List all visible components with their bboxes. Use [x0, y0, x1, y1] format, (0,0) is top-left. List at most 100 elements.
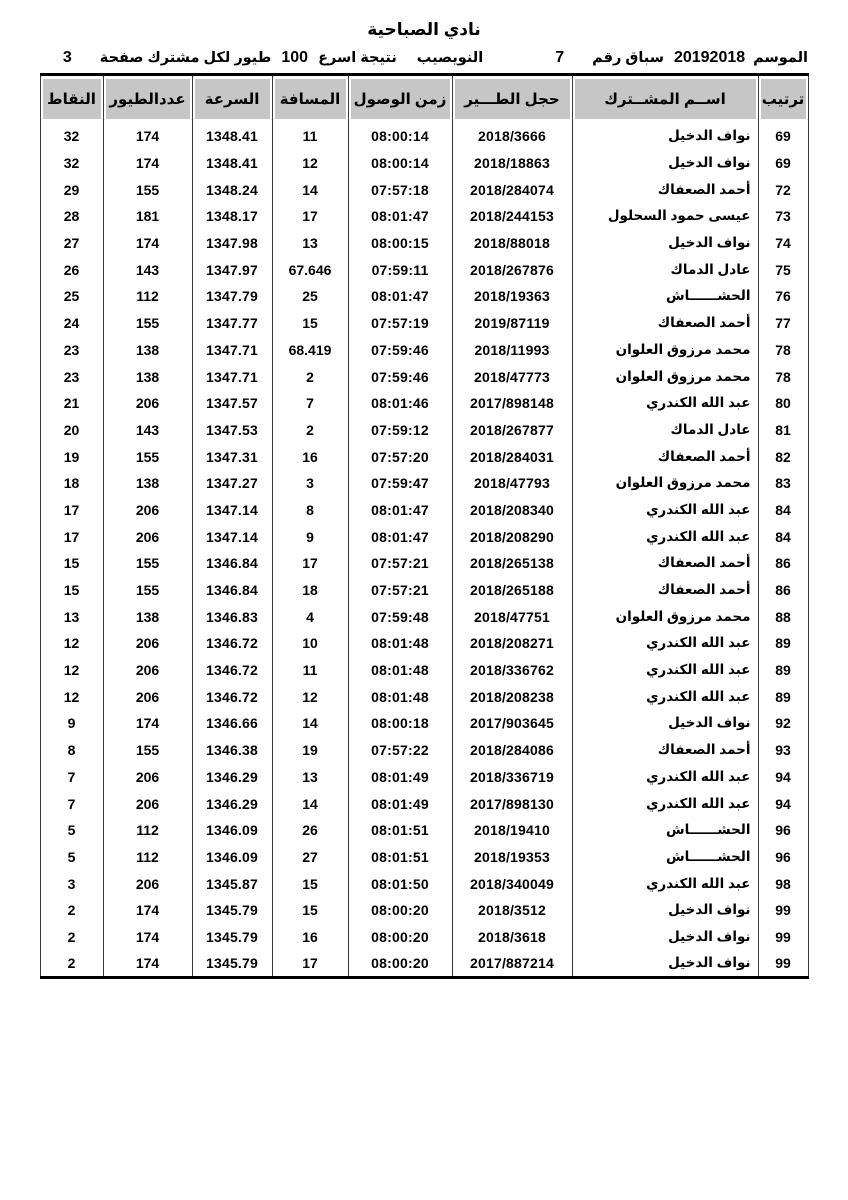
cell-ring: 2018/19410: [451, 816, 573, 844]
cell-points: 25: [39, 283, 104, 310]
cell-points: 23: [39, 336, 104, 364]
cell-participant: محمد مرزوق العلوان: [571, 336, 759, 364]
cell-distance: 19: [271, 736, 349, 764]
cell-distance: 27: [271, 843, 349, 871]
cell-bird-count: 206: [102, 630, 193, 657]
cell-points: 17: [39, 496, 104, 524]
table-row: 76 الحشــــــاش 2018/19363 08:01:47 25 1…: [39, 283, 809, 310]
cell-distance: 68.419: [271, 336, 349, 364]
cell-ring: 2018/47793: [451, 469, 573, 497]
cell-ring: 2017/903645: [451, 710, 573, 737]
cell-speed: 1347.53: [191, 416, 273, 444]
cell-bird-count: 174: [102, 950, 193, 977]
cell-rank: 86: [757, 576, 809, 604]
cell-bird-count: 206: [102, 790, 193, 817]
cell-speed: 1347.79: [191, 283, 273, 310]
cell-arrival-time: 07:57:21: [347, 576, 453, 604]
table-row: 99 نواف الدخيل 2018/3512 08:00:20 15 134…: [39, 896, 809, 924]
cell-arrival-time: 07:59:46: [347, 336, 453, 364]
cell-ring: 2018/336762: [451, 656, 573, 684]
cell-speed: 1346.83: [191, 603, 273, 631]
cell-distance: 7: [271, 389, 349, 417]
table-row: 98 عبد الله الكندري 2018/340049 08:01:50…: [39, 870, 809, 897]
cell-ring: 2018/208238: [451, 683, 573, 711]
season-label: الموسم: [753, 50, 808, 66]
cell-ring: 2018/3618: [451, 923, 573, 951]
cell-participant: عادل الدماك: [571, 256, 759, 284]
cell-ring: 2018/340049: [451, 870, 573, 897]
cell-rank: 77: [757, 309, 809, 337]
cell-distance: 10: [271, 630, 349, 657]
cell-points: 15: [39, 576, 104, 604]
cell-bird-count: 155: [102, 576, 193, 604]
cell-speed: 1347.14: [191, 496, 273, 524]
cell-distance: 17: [271, 203, 349, 230]
cell-arrival-time: 08:01:50: [347, 870, 453, 897]
cell-participant: نواف الدخيل: [571, 229, 759, 257]
cell-ring: 2018/208290: [451, 523, 573, 550]
cell-points: 2: [39, 923, 104, 951]
cell-bird-count: 155: [102, 443, 193, 470]
race-number-value: 7: [555, 49, 565, 66]
cell-participant: عبد الله الكندري: [571, 790, 759, 817]
cell-points: 20: [39, 416, 104, 444]
cell-arrival-time: 08:01:48: [347, 683, 453, 711]
cell-rank: 98: [757, 870, 809, 897]
cell-points: 18: [39, 469, 104, 497]
cell-participant: عيسى حمود السحلول: [571, 203, 759, 230]
column-header-time-label: زمن الوصول: [350, 79, 450, 119]
cell-points: 27: [39, 229, 104, 257]
cell-ring: 2018/267876: [451, 256, 573, 284]
cell-rank: 73: [757, 203, 809, 230]
cell-ring: 2018/3666: [451, 123, 573, 150]
table-row: 73 عيسى حمود السحلول 2018/244153 08:01:4…: [39, 203, 809, 230]
cell-bird-count: 112: [102, 283, 193, 310]
cell-participant: عبد الله الكندري: [571, 630, 759, 657]
cell-bird-count: 206: [102, 683, 193, 711]
cell-distance: 11: [271, 123, 349, 150]
cell-ring: 2018/11993: [451, 336, 573, 364]
cell-speed: 1347.71: [191, 336, 273, 364]
cell-arrival-time: 08:01:47: [347, 203, 453, 230]
report-subheader: الموسم 20192018 سباق رقم 7 النويصيب نتيج…: [40, 49, 808, 67]
cell-points: 32: [39, 149, 104, 177]
cell-rank: 84: [757, 496, 809, 524]
cell-bird-count: 174: [102, 229, 193, 257]
cell-bird-count: 138: [102, 469, 193, 497]
table-row: 75 عادل الدماك 2018/267876 07:59:11 67.6…: [39, 256, 809, 284]
cell-speed: 1347.14: [191, 523, 273, 550]
cell-arrival-time: 08:01:48: [347, 630, 453, 657]
cell-bird-count: 112: [102, 816, 193, 844]
cell-rank: 72: [757, 176, 809, 204]
cell-speed: 1348.17: [191, 203, 273, 230]
table-row: 69 نواف الدخيل 2018/18863 08:00:14 12 13…: [39, 149, 809, 177]
cell-points: 5: [39, 816, 104, 844]
report-page: نادي الصباحية الموسم 20192018 سباق رقم 7…: [39, 20, 809, 979]
cell-arrival-time: 07:59:47: [347, 469, 453, 497]
cell-arrival-time: 08:01:47: [347, 496, 453, 524]
cell-distance: 8: [271, 496, 349, 524]
cell-points: 9: [39, 710, 104, 737]
cell-rank: 69: [757, 149, 809, 177]
cell-distance: 12: [271, 683, 349, 711]
cell-points: 2: [39, 896, 104, 924]
cell-distance: 15: [271, 309, 349, 337]
cell-speed: 1345.79: [191, 923, 273, 951]
table-row: 74 نواف الدخيل 2018/88018 08:00:15 13 13…: [39, 229, 809, 257]
cell-distance: 3: [271, 469, 349, 497]
table-row: 80 عبد الله الكندري 2017/898148 08:01:46…: [39, 389, 809, 417]
cell-bird-count: 174: [102, 710, 193, 737]
cell-ring: 2018/19353: [451, 843, 573, 871]
column-header-distance: المسافة: [271, 74, 349, 123]
cell-bird-count: 143: [102, 416, 193, 444]
cell-rank: 89: [757, 683, 809, 711]
cell-distance: 16: [271, 923, 349, 951]
cell-speed: 1345.79: [191, 896, 273, 924]
cell-points: 21: [39, 389, 104, 417]
season-value: 20192018: [673, 49, 746, 66]
result-prefix-label: نتيجة اسرع: [318, 50, 397, 66]
cell-arrival-time: 08:00:14: [347, 123, 453, 150]
cell-rank: 99: [757, 950, 809, 977]
column-header-points: النقاط: [39, 74, 104, 123]
table-row: 86 أحمد الصعفاك 2018/265138 07:57:21 17 …: [39, 550, 809, 577]
